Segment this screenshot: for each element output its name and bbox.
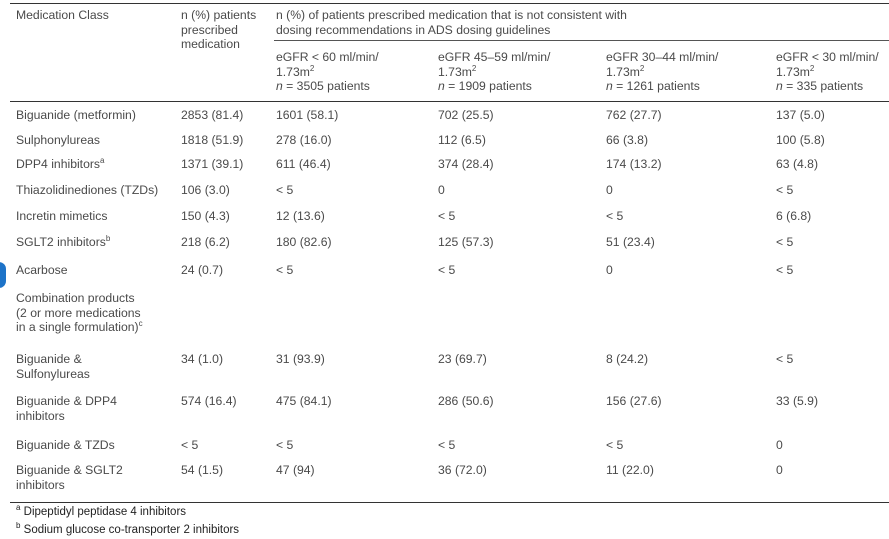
table-cell: 278 (16.0) xyxy=(276,133,332,147)
table-cell: < 5 xyxy=(438,263,456,277)
table-cell: < 5 xyxy=(276,438,294,452)
table-cell: 702 (25.5) xyxy=(438,108,494,122)
table-cell: 47 (94) xyxy=(276,463,315,477)
table-cell: 611 (46.4) xyxy=(276,157,331,171)
table-cell: 156 (27.6) xyxy=(606,394,662,408)
table-cell: < 5 xyxy=(776,352,794,366)
table-cell: < 5 xyxy=(606,438,624,452)
table-cell: 218 (6.2) xyxy=(181,235,230,249)
header-group-rule xyxy=(274,40,889,41)
table-cell: < 5 xyxy=(438,438,456,452)
egfr-subheader: eGFR 30–44 ml/min/1.73m2 n = 1261 patient… xyxy=(606,50,719,93)
row-label: Combination products (2 or more medicatio… xyxy=(16,291,143,334)
table-cell: 106 (3.0) xyxy=(181,183,230,197)
footnote: b Sodium glucose co-transporter 2 inhibi… xyxy=(16,521,240,537)
row-label: DPP4 inhibitorsa xyxy=(16,156,105,172)
table-cell: 0 xyxy=(606,263,613,277)
header-bottom-rule xyxy=(10,101,889,102)
row-label: Biguanide & TZDs xyxy=(16,438,115,452)
table-cell: 6 (6.8) xyxy=(776,209,812,223)
table-cell: 125 (57.3) xyxy=(438,235,494,249)
table-cell: 137 (5.0) xyxy=(776,108,825,122)
row-label: Biguanide & SGLT2 inhibitors xyxy=(16,463,123,492)
egfr-subheader: eGFR 45–59 ml/min/1.73m2 n = 1909 patient… xyxy=(438,50,551,93)
table-cell: < 5 xyxy=(776,183,794,197)
row-label: Acarbose xyxy=(16,263,68,277)
table-cell: < 5 xyxy=(181,438,199,452)
table-cell: 180 (82.6) xyxy=(276,235,332,249)
table-cell: < 5 xyxy=(776,263,794,277)
table-cell: 174 (13.2) xyxy=(606,157,662,171)
table-cell: 1601 (58.1) xyxy=(276,108,339,122)
egfr-subheader: eGFR < 30 ml/min/1.73m2 n = 335 patients xyxy=(776,50,879,93)
table-cell: < 5 xyxy=(438,209,456,223)
table-cell: 23 (69.7) xyxy=(438,352,487,366)
table-cell: 36 (72.0) xyxy=(438,463,487,477)
table-cell: 374 (28.4) xyxy=(438,157,494,171)
table-cell: 100 (5.8) xyxy=(776,133,825,147)
egfr-subheader: eGFR < 60 ml/min/1.73m2 n = 3505 patients xyxy=(276,50,379,93)
table-cell: < 5 xyxy=(276,263,294,277)
table-cell: 8 (24.2) xyxy=(606,352,649,366)
table-top-rule xyxy=(10,3,889,4)
side-tab-marker[interactable] xyxy=(0,262,6,288)
table-cell: 0 xyxy=(606,183,613,197)
table-cell: 0 xyxy=(776,463,783,477)
header-inconsistent-dosing: n (%) of patients prescribed medication … xyxy=(276,8,627,37)
table-cell: 63 (4.8) xyxy=(776,157,819,171)
row-label: Biguanide & Sulfonylureas xyxy=(16,352,90,381)
row-label: Biguanide (metformin) xyxy=(16,108,136,122)
footnote: a Dipeptidyl peptidase 4 inhibitors xyxy=(16,503,187,519)
row-label: Biguanide & DPP4 inhibitors xyxy=(16,394,117,423)
row-label: SGLT2 inhibitorsb xyxy=(16,234,111,250)
table-cell: < 5 xyxy=(776,235,794,249)
table-cell: 34 (1.0) xyxy=(181,352,224,366)
table-cell: 762 (27.7) xyxy=(606,108,662,122)
table-cell: 1818 (51.9) xyxy=(181,133,244,147)
table-cell: 150 (4.3) xyxy=(181,209,230,223)
table-cell: 11 (22.0) xyxy=(606,463,654,477)
header-prescribed: n (%) patients prescribed medication xyxy=(181,8,257,51)
table-cell: 66 (3.8) xyxy=(606,133,649,147)
table-cell: 31 (93.9) xyxy=(276,352,325,366)
table-cell: 54 (1.5) xyxy=(181,463,224,477)
table-cell: 33 (5.9) xyxy=(776,394,819,408)
table-cell: < 5 xyxy=(276,183,294,197)
header-medication-class: Medication Class xyxy=(16,8,109,22)
row-label: Sulphonylureas xyxy=(16,133,101,147)
table-cell: 1371 (39.1) xyxy=(181,157,244,171)
table-cell: 574 (16.4) xyxy=(181,394,237,408)
table-cell: < 5 xyxy=(606,209,624,223)
table-cell: 12 (13.6) xyxy=(276,209,325,223)
row-label: Incretin mimetics xyxy=(16,209,108,223)
table-cell: 51 (23.4) xyxy=(606,235,655,249)
table-cell: 475 (84.1) xyxy=(276,394,332,408)
table-cell: 112 (6.5) xyxy=(438,133,486,147)
table-cell: 286 (50.6) xyxy=(438,394,494,408)
table-cell: 2853 (81.4) xyxy=(181,108,244,122)
table-cell: 24 (0.7) xyxy=(181,263,224,277)
row-label: Thiazolidinediones (TZDs) xyxy=(16,183,159,197)
table-cell: 0 xyxy=(438,183,445,197)
table-cell: 0 xyxy=(776,438,783,452)
table-bottom-rule xyxy=(10,502,889,503)
